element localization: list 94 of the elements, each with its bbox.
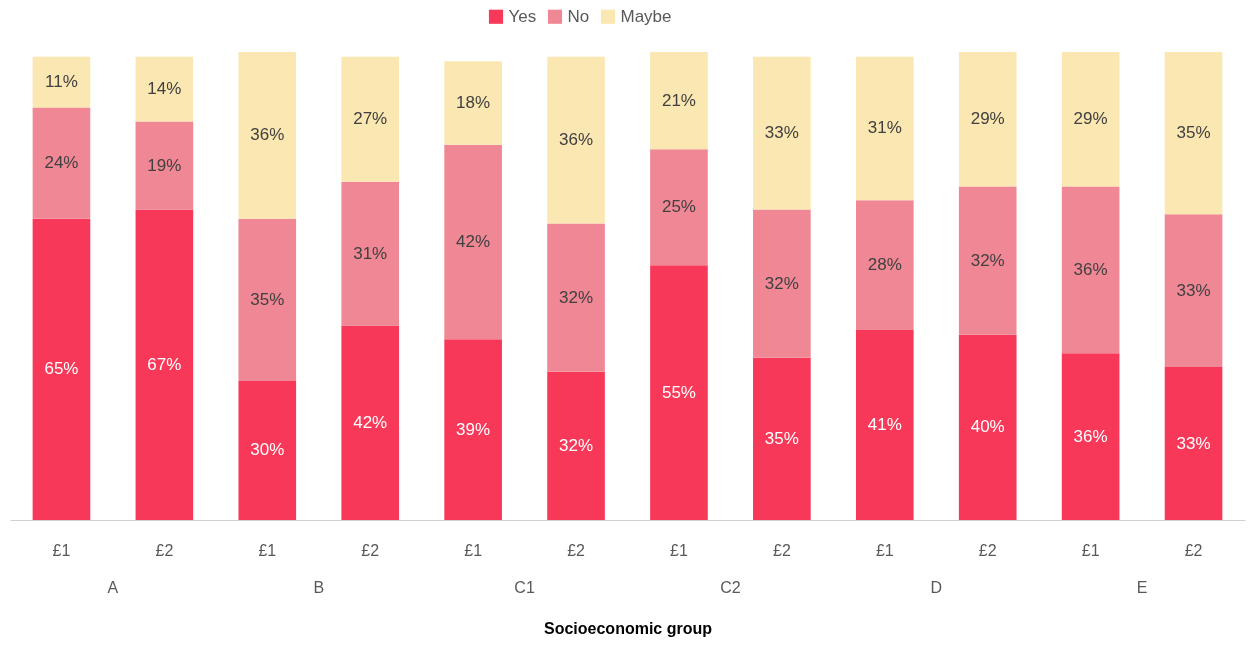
data-label: 42%: [353, 412, 388, 432]
data-label: 67%: [147, 354, 182, 374]
bar: [1061, 52, 1120, 187]
bar: [753, 209, 811, 358]
bar: [547, 371, 605, 520]
bar: [547, 223, 605, 372]
data-label: 35%: [764, 428, 799, 448]
data-label: 36%: [559, 130, 594, 150]
bar: [32, 56, 91, 108]
data-label: 41%: [867, 415, 902, 435]
x-tick-label: £1: [1081, 541, 1100, 559]
text: B: [313, 579, 325, 596]
data-label: 42%: [456, 231, 491, 251]
bar: [32, 107, 91, 219]
x-tick-label: £2: [978, 541, 997, 559]
data-label: 19%: [147, 155, 182, 175]
data-label: 33%: [1176, 280, 1211, 300]
text: A: [107, 579, 119, 596]
data-label: 39%: [456, 419, 491, 439]
data-label: 33%: [764, 123, 799, 143]
x-tick-label: £2: [155, 541, 174, 559]
text: E: [1136, 579, 1148, 596]
bar: [341, 325, 400, 520]
text: C2: [720, 579, 741, 596]
data-label: 18%: [456, 92, 491, 112]
bar: [855, 200, 914, 331]
data-label: 65%: [44, 359, 79, 379]
data-label: 35%: [250, 289, 285, 309]
bar: [238, 380, 297, 520]
bar: [753, 56, 811, 210]
legend-label: Yes: [508, 6, 537, 26]
bar: [855, 330, 914, 520]
x-tick-label: £1: [464, 541, 483, 559]
bar: [341, 181, 400, 326]
data-label: 36%: [1073, 259, 1108, 279]
data-label: 29%: [970, 109, 1005, 129]
bar: [32, 218, 91, 520]
bar: [135, 121, 194, 210]
bar: [444, 339, 502, 520]
data-label: 27%: [353, 109, 388, 129]
x-tick-label: £1: [258, 541, 277, 559]
bar: [238, 52, 297, 219]
bar: [238, 218, 297, 381]
data-label: 21%: [661, 90, 696, 110]
data-label: 36%: [1073, 426, 1108, 446]
bar: [1164, 52, 1223, 215]
bar: [1061, 186, 1120, 354]
bar: [753, 357, 811, 520]
x-tick-label: £2: [1184, 541, 1203, 559]
data-label: 32%: [970, 250, 1005, 270]
bar: [341, 56, 400, 182]
x-tick-label: £2: [361, 541, 380, 559]
bar: [650, 265, 708, 520]
x-axis-title: Socioeconomic group: [543, 619, 713, 637]
data-label: 31%: [867, 118, 902, 138]
data-label: 32%: [559, 287, 594, 307]
data-label: 32%: [559, 435, 594, 455]
data-label: 55%: [661, 382, 696, 402]
data-label: 40%: [970, 417, 1005, 437]
bar: [547, 56, 605, 224]
bar: [135, 209, 194, 520]
x-tick-label: £1: [52, 541, 71, 559]
data-label: 33%: [1176, 433, 1211, 453]
data-label: 36%: [250, 125, 285, 145]
data-label: 14%: [147, 79, 182, 99]
bar: [1061, 353, 1120, 520]
bar: [1164, 367, 1223, 520]
bar: [958, 334, 1017, 520]
data-label: 32%: [764, 273, 799, 293]
bar: [650, 149, 708, 266]
data-label: 25%: [661, 197, 696, 217]
data-label: 11%: [45, 72, 78, 92]
data-label: 29%: [1073, 109, 1108, 129]
bar: [444, 144, 502, 340]
data-label: 35%: [1176, 123, 1211, 143]
data-label: 30%: [250, 440, 285, 460]
bar: [650, 52, 708, 150]
x-tick-label: £2: [567, 541, 586, 559]
bar: [135, 56, 194, 122]
data-label: 28%: [867, 255, 902, 275]
text: C1: [514, 579, 535, 596]
legend-label: No: [567, 6, 590, 26]
bar: [444, 61, 502, 145]
legend-label: Maybe: [620, 6, 672, 26]
bar: [1164, 214, 1223, 368]
bar: [855, 56, 914, 201]
data-label: 24%: [44, 153, 79, 173]
bar: [958, 52, 1017, 187]
bar: [958, 186, 1017, 335]
x-tick-label: £2: [772, 541, 791, 559]
text: D: [930, 579, 943, 596]
x-tick-label: £1: [670, 541, 688, 559]
x-tick-label: £1: [875, 541, 894, 559]
data-label: 31%: [353, 243, 388, 263]
